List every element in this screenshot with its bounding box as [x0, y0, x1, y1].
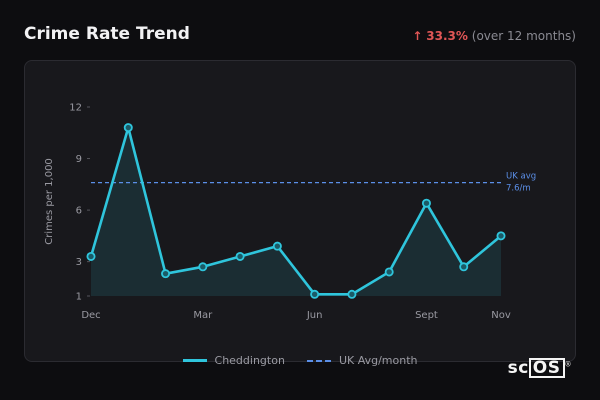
brand-logo: sc OS ®: [508, 358, 572, 378]
data-point: [496, 231, 506, 241]
data-point: [235, 251, 245, 261]
x-tick-label: Jun: [306, 310, 323, 321]
trend-change-period: (over 12 months): [471, 29, 576, 43]
x-tick-label: Nov: [491, 310, 511, 321]
x-tick-label: Dec: [81, 310, 100, 321]
series-line: [89, 126, 503, 296]
trend-change: ↑ 33.3% (over 12 months): [412, 29, 576, 43]
data-point: [459, 262, 469, 272]
data-point: [347, 289, 357, 299]
reference-value-label: 7.6/m: [506, 184, 531, 194]
trend-up-icon: ↑: [412, 29, 423, 43]
brand-boxed: OS: [528, 358, 565, 378]
data-point: [123, 123, 133, 133]
legend: Cheddington UK Avg/month: [0, 354, 600, 367]
legend-item-reference[interactable]: UK Avg/month: [306, 354, 418, 367]
brand-prefix: sc: [507, 358, 529, 378]
x-tick-label: Sept: [415, 310, 438, 321]
y-tick-label: 12: [69, 103, 82, 114]
trend-change-value: 33.3%: [426, 29, 468, 43]
data-point: [161, 269, 171, 279]
data-point: [86, 251, 96, 261]
brand-mark: ®: [564, 360, 572, 369]
chart-panel: [24, 60, 576, 362]
y-tick-label: 1: [76, 292, 82, 303]
y-tick-label: 3: [76, 257, 82, 268]
data-point: [384, 267, 394, 277]
legend-swatch-reference: [306, 359, 331, 362]
legend-label-series: Cheddington: [214, 354, 285, 367]
legend-swatch-series: [182, 359, 207, 362]
reference-label: UK avg: [506, 172, 536, 182]
data-point: [198, 262, 208, 272]
y-tick-label: 6: [76, 206, 82, 217]
y-axis-label: Crimes per 1,000: [44, 158, 55, 245]
data-point: [272, 241, 282, 251]
data-point: [310, 289, 320, 299]
x-tick-label: Mar: [193, 310, 213, 321]
legend-label-reference: UK Avg/month: [338, 354, 418, 367]
legend-item-series[interactable]: Cheddington: [182, 354, 285, 367]
data-point: [421, 198, 431, 208]
y-tick-label: 9: [76, 154, 82, 165]
chart-title: Crime Rate Trend: [24, 24, 190, 44]
